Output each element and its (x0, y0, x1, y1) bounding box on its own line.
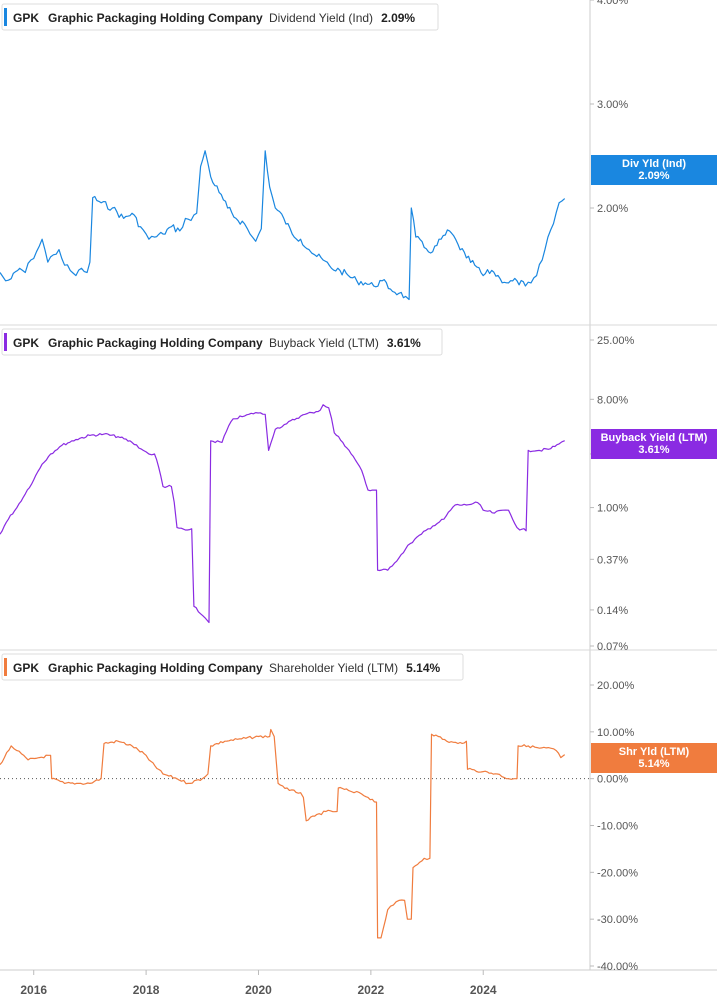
value-badge: Div Yld (Ind)2.09% (591, 155, 717, 185)
legend-metric: Dividend Yield (Ind) (269, 11, 373, 25)
y-tick-label: 20.00% (597, 680, 635, 692)
x-tick-label: 2018 (133, 983, 160, 997)
y-tick-label: 10.00% (597, 727, 635, 739)
legend-ticker: GPK (13, 661, 39, 675)
y-tick-label: -40.00% (597, 961, 638, 973)
value-badge: Buyback Yield (LTM)3.61% (591, 429, 717, 459)
y-tick-label: 2.00% (597, 203, 628, 215)
series-line (0, 150, 566, 301)
value-badge-value: 5.14% (638, 758, 669, 770)
x-tick-label: 2024 (470, 983, 497, 997)
y-tick-label: 4.00% (597, 0, 628, 7)
y-tick-label: -10.00% (597, 821, 638, 833)
legend: GPK Graphic Packaging Holding Company Divi… (1, 3, 439, 31)
value-badge-value: 2.09% (638, 170, 669, 182)
legend-metric: Shareholder Yield (LTM) (269, 661, 398, 675)
x-tick-label: 2022 (358, 983, 385, 997)
chart-panel-1: 4.00% 3.00% 2.00% GPK Graphic Packaging Hold… (0, 0, 717, 301)
x-tick-label: 2020 (245, 983, 272, 997)
legend: GPK Graphic Packaging Holding Company Shar… (1, 653, 464, 681)
value-badge-label: Div Yld (Ind) (622, 158, 686, 170)
legend-company: Graphic Packaging Holding Company (48, 11, 263, 25)
legend-ticker: GPK (13, 336, 39, 350)
x-tick-label: 2016 (20, 983, 47, 997)
value-badge: Shr Yld (LTM)5.14% (591, 743, 717, 773)
series-line (0, 404, 565, 624)
value-badge-bg (591, 743, 717, 773)
legend-swatch (4, 333, 7, 351)
legend-metric: Buyback Yield (LTM) (269, 336, 379, 350)
y-tick-label: 25.00% (597, 335, 635, 347)
value-badge-label: Buyback Yield (LTM) (601, 432, 708, 444)
y-tick-label: 1.00% (597, 503, 628, 515)
legend: GPK Graphic Packaging Holding Company Buyb… (1, 328, 443, 356)
legend-swatch (4, 658, 7, 676)
legend-value: 3.61% (387, 336, 421, 350)
legend-box (1, 653, 464, 681)
y-tick-label: 0.37% (597, 554, 628, 566)
legend-box (1, 3, 439, 31)
y-tick-label: 0.14% (597, 605, 628, 617)
y-tick-label: 0.00% (597, 774, 628, 786)
legend-value: 2.09% (381, 11, 415, 25)
value-badge-bg (591, 429, 717, 459)
y-tick-label: 8.00% (597, 394, 628, 406)
legend-company: Graphic Packaging Holding Company (48, 336, 263, 350)
series-line (0, 728, 566, 939)
value-badge-bg (591, 155, 717, 185)
legend-box (1, 328, 443, 356)
y-tick-label: 3.00% (597, 99, 628, 111)
value-badge-value: 3.61% (638, 444, 669, 456)
legend-company: Graphic Packaging Holding Company (48, 661, 263, 675)
chart-panel-2: 25.00%8.00%2.80%1.00%0.37%0.14%0.07%GPKG… (0, 328, 717, 653)
y-tick-label: 0.07% (597, 641, 628, 653)
y-tick-label: -30.00% (597, 914, 638, 926)
y-tick-label: -20.00% (597, 867, 638, 879)
value-badge-label: Shr Yld (LTM) (619, 746, 690, 758)
chart-panel-3: 20.00% 10.00% 0.00% -10.00% -20.00% -30.00% -4… (0, 653, 717, 973)
legend-ticker: GPK (13, 11, 39, 25)
legend-swatch (4, 8, 7, 26)
legend-value: 5.14% (406, 661, 440, 675)
